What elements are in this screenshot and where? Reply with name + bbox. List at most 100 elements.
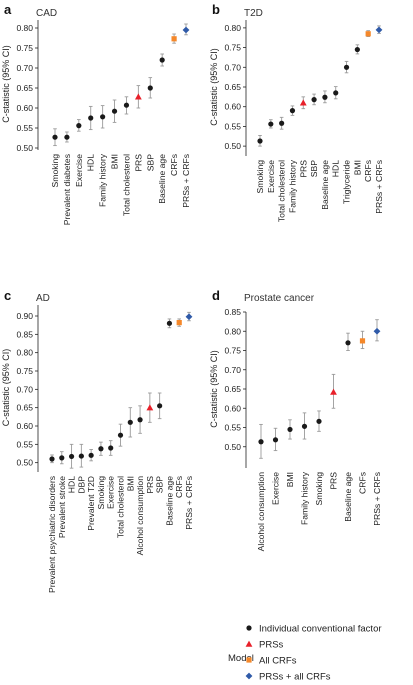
x-category-label: PRS xyxy=(133,154,143,172)
y-tick-label: 0.65 xyxy=(16,403,33,413)
y-axis-title: C-statistic (95% CI) xyxy=(209,48,219,126)
x-category-label: CRFs xyxy=(174,476,184,498)
x-category-label: Prevalent stroke xyxy=(57,476,67,538)
point-prs xyxy=(146,404,154,411)
chart-panel-a: a CAD 0.50 0.55 0.60 0.65 0.70 0.75 0.80 C-statis… xyxy=(1,2,191,225)
y-tick-label: 0.60 xyxy=(224,102,241,112)
x-category-label: Exercise xyxy=(271,472,281,505)
x-category-label: Total cholesterol xyxy=(277,160,287,222)
y-tick-label: 0.55 xyxy=(224,121,241,131)
legend-marker-circle xyxy=(246,625,252,631)
point-individual-factor xyxy=(111,108,118,114)
x-category-label: PRSs + CRFs xyxy=(181,154,191,208)
y-tick-label: 0.75 xyxy=(16,366,33,376)
y-tick-label: 0.80 xyxy=(16,348,33,358)
point-individual-factor xyxy=(343,64,350,70)
chart-panel-c: c AD 0.50 0.55 0.60 0.65 0.70 0.75 0.80 0.85 0.90 C… xyxy=(1,288,194,593)
point-individual-factor xyxy=(123,102,130,108)
panel-letter: a xyxy=(4,2,12,17)
y-tick-label: 0.80 xyxy=(224,326,241,336)
legend-label: PRSs + all CRFs xyxy=(259,672,331,683)
panel-title: Prostate cancer xyxy=(244,293,315,304)
point-all-crfs xyxy=(359,338,366,344)
x-category-label: Alcohol consumption xyxy=(256,472,266,552)
y-tick-label: 0.60 xyxy=(224,403,241,413)
legend-marker-square xyxy=(246,657,252,663)
y-tick-label: 0.80 xyxy=(224,23,241,33)
point-individual-factor xyxy=(78,453,84,459)
panel-title: AD xyxy=(36,293,50,304)
legend-label: Individual conventional factor xyxy=(259,624,382,635)
point-individual-factor xyxy=(301,423,308,429)
point-individual-factor xyxy=(333,90,339,96)
x-category-label: DBP xyxy=(76,476,86,494)
point-individual-factor xyxy=(98,446,104,452)
y-tick-label: 0.55 xyxy=(16,439,33,449)
x-category-label: Prevalent psychiatric disorders xyxy=(47,476,57,593)
point-individual-factor xyxy=(88,452,94,458)
point-individual-factor xyxy=(49,456,55,462)
x-category-label: Prevalent diabetes xyxy=(62,154,72,225)
point-individual-factor xyxy=(258,439,264,445)
point-prs xyxy=(330,388,337,395)
panel-letter: d xyxy=(212,288,220,303)
y-tick-label: 0.85 xyxy=(224,307,241,317)
x-category-label: PRSs + CRFs xyxy=(184,476,194,530)
y-tick-label: 0.70 xyxy=(16,384,33,394)
point-all-crfs xyxy=(176,320,182,326)
x-category-label: Baseline age xyxy=(320,160,330,210)
point-prs xyxy=(134,93,142,100)
y-tick-label: 0.75 xyxy=(224,346,241,356)
y-tick-label: 0.70 xyxy=(224,365,241,375)
x-category-label: Smoking xyxy=(314,472,324,506)
point-individual-factor xyxy=(76,123,82,129)
chart-panels: a CAD 0.50 0.55 0.60 0.65 0.70 0.75 0.80 C-statis… xyxy=(1,2,384,593)
x-category-label: Exercise xyxy=(74,154,84,187)
x-category-label: PRSs + CRFs xyxy=(372,472,382,526)
panel-letter: b xyxy=(212,2,220,17)
y-tick-label: 0.65 xyxy=(16,83,33,93)
x-category-label: HDL xyxy=(331,160,341,177)
point-individual-factor xyxy=(157,403,163,409)
point-individual-factor xyxy=(354,46,360,53)
point-individual-factor xyxy=(159,57,165,63)
legend-marker-triangle xyxy=(245,640,253,647)
x-category-label: CRFs xyxy=(358,472,368,494)
x-category-label: CRFs xyxy=(363,160,373,182)
x-category-label: Exercise xyxy=(106,476,116,509)
x-category-label: CRFs xyxy=(169,154,179,176)
chart-panel-b: b T2D 0.50 0.55 0.60 0.65 0.70 0.75 0.80 C-statis… xyxy=(209,2,384,222)
point-individual-factor xyxy=(147,85,153,91)
point-individual-factor xyxy=(316,418,322,424)
legend-entries: Individual conventional factor PRSs All CR… xyxy=(245,624,382,683)
point-individual-factor xyxy=(311,97,317,103)
legend-label: All CRFs xyxy=(259,656,297,667)
point-individual-factor xyxy=(52,134,58,140)
x-category-label: Smoking xyxy=(50,154,60,188)
x-category-label: Exercise xyxy=(266,160,276,193)
y-axis-title: C-statistic (95% CI) xyxy=(1,349,11,427)
legend-marker-diamond xyxy=(245,672,253,680)
x-category-label: Triglyceride xyxy=(342,160,352,204)
point-individual-factor xyxy=(64,134,70,140)
point-prs-plus-crfs xyxy=(375,26,383,34)
x-category-label: PRS xyxy=(298,160,308,178)
point-prs-plus-crfs xyxy=(182,26,190,34)
x-category-label: Alcohol consumption xyxy=(135,476,145,556)
x-category-label: Total cholesterol xyxy=(121,154,131,216)
y-tick-label: 0.60 xyxy=(16,103,33,113)
y-tick-label: 0.90 xyxy=(16,311,33,321)
panel-title: T2D xyxy=(244,8,263,19)
x-category-label: PRS xyxy=(145,476,155,494)
point-individual-factor xyxy=(272,437,279,443)
point-individual-factor xyxy=(287,426,293,433)
point-all-crfs xyxy=(365,31,371,37)
y-tick-label: 0.60 xyxy=(16,421,33,431)
y-tick-label: 0.75 xyxy=(16,43,33,53)
x-category-label: HDL xyxy=(86,154,96,171)
point-individual-factor xyxy=(166,320,173,326)
x-category-label: Smoking xyxy=(96,476,106,510)
point-individual-factor xyxy=(108,445,114,451)
x-category-label: Family history xyxy=(287,159,297,213)
